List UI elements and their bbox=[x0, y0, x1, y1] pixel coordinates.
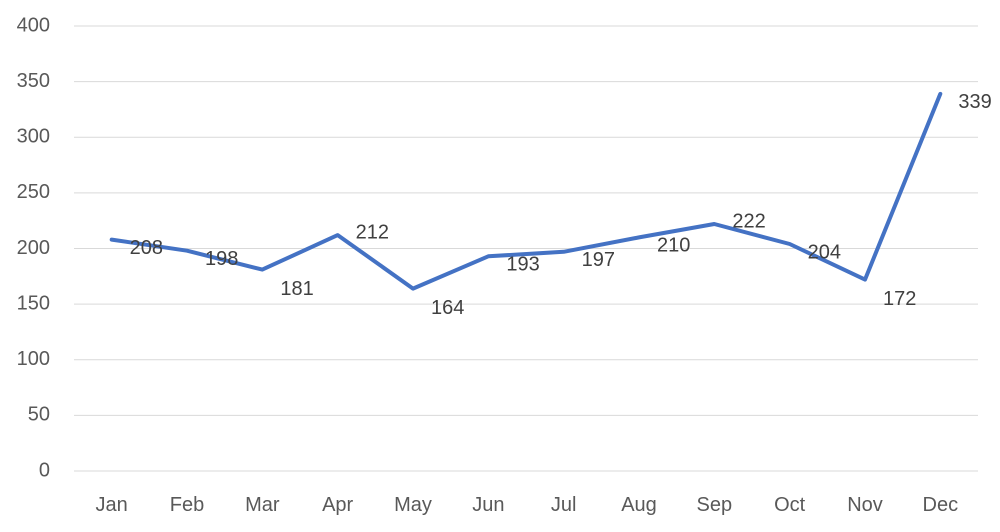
data-label: 210 bbox=[657, 235, 690, 257]
data-label: 181 bbox=[280, 278, 313, 300]
series-line bbox=[109, 91, 943, 291]
y-tick-label: 250 bbox=[17, 181, 50, 203]
x-tick-label: Oct bbox=[774, 494, 806, 516]
x-tick-label: Nov bbox=[847, 494, 883, 516]
y-axis: 0 50 100 150 200 250 300 350 400 bbox=[17, 14, 50, 481]
data-label: 198 bbox=[205, 248, 238, 270]
data-label: 164 bbox=[431, 297, 464, 319]
y-tick-label: 400 bbox=[17, 14, 50, 36]
data-label: 193 bbox=[506, 254, 539, 276]
x-tick-label: Sep bbox=[697, 494, 733, 516]
x-tick-label: Jun bbox=[472, 494, 504, 516]
x-tick-label: Jan bbox=[96, 494, 128, 516]
x-tick-label: May bbox=[394, 494, 432, 516]
data-label: 222 bbox=[732, 210, 765, 232]
data-label: 172 bbox=[883, 288, 916, 310]
x-tick-label: Dec bbox=[923, 494, 959, 516]
y-tick-label: 150 bbox=[17, 292, 50, 314]
data-label: 197 bbox=[582, 249, 615, 271]
x-tick-label: Jul bbox=[551, 494, 577, 516]
x-tick-label: Aug bbox=[621, 494, 657, 516]
y-tick-label: 100 bbox=[17, 348, 50, 370]
x-axis: Jan Feb Mar Apr May Jun Jul Aug Sep Oct Nov Dec bbox=[96, 494, 959, 516]
y-tick-label: 350 bbox=[17, 70, 50, 92]
series-group bbox=[109, 91, 943, 291]
y-tick-label: 50 bbox=[28, 404, 50, 426]
data-labels: 208 198 181 212 164 193 197 210 222 204 172 339 bbox=[130, 91, 992, 319]
data-label: 204 bbox=[808, 241, 841, 263]
y-tick-label: 300 bbox=[17, 126, 50, 148]
x-tick-label: Mar bbox=[245, 494, 280, 516]
gridlines bbox=[74, 25, 978, 472]
y-tick-label: 200 bbox=[17, 237, 50, 259]
data-label: 212 bbox=[356, 221, 389, 243]
data-label: 208 bbox=[130, 237, 163, 259]
y-tick-label: 0 bbox=[39, 459, 50, 481]
data-label: 339 bbox=[958, 91, 991, 113]
x-tick-label: Apr bbox=[322, 494, 353, 516]
x-tick-label: Feb bbox=[170, 494, 204, 516]
